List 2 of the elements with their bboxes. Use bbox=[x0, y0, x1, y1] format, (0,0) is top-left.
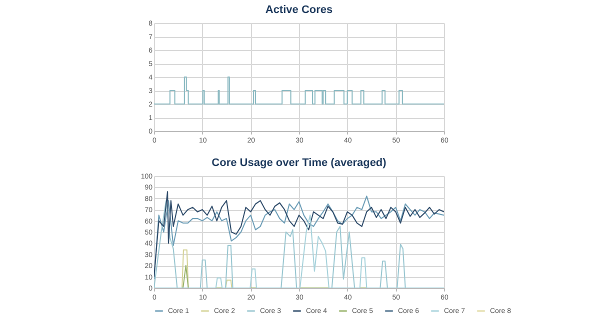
chart-title: Core Usage over Time (averaged) bbox=[212, 157, 387, 169]
chart-title: Active Cores bbox=[265, 4, 333, 16]
